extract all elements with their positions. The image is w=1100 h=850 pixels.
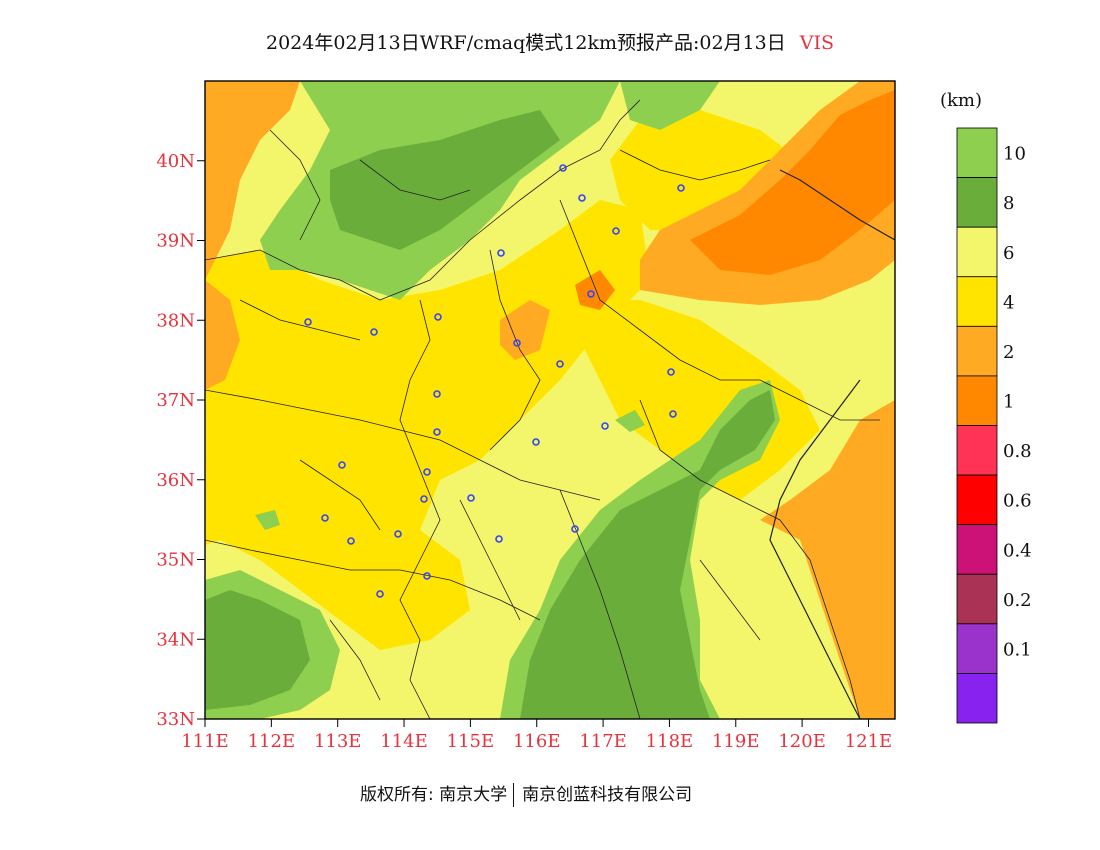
city-marker xyxy=(532,438,540,446)
lon-tick-label: 112E xyxy=(248,731,296,752)
city-marker xyxy=(321,514,329,522)
lon-tick-label: 116E xyxy=(513,731,561,752)
lon-tick-label: 113E xyxy=(314,731,362,752)
city-marker xyxy=(677,184,685,192)
map-panel xyxy=(205,81,895,719)
city-marker xyxy=(370,328,378,336)
city-marker xyxy=(434,313,442,321)
city-marker xyxy=(338,461,346,469)
lon-tick-label: 118E xyxy=(646,731,694,752)
colorbar-label: 10 xyxy=(1003,144,1026,165)
colorbar-swatch xyxy=(956,375,998,426)
field-orange-west xyxy=(205,81,300,280)
footer: 版权所有: 南京大学 南京创蓝科技有限公司 xyxy=(360,780,692,807)
footer-copyright: 版权所有: 南京大学 xyxy=(360,785,508,805)
lon-tick-label: 119E xyxy=(712,731,760,752)
map-title: 2024年02月13日WRF/cmaq模式12km预报产品:02月13日 VIS xyxy=(0,28,1100,55)
lat-tick-label: 33N xyxy=(156,709,195,730)
colorbar-swatch xyxy=(956,474,998,526)
city-marker xyxy=(467,494,475,502)
lat-tick-label: 36N xyxy=(156,470,195,491)
city-marker xyxy=(559,164,567,172)
field-green-spot2 xyxy=(615,410,645,432)
field-orange-spot xyxy=(575,270,615,310)
lon-tick-label: 117E xyxy=(579,731,627,752)
lon-tick-label: 114E xyxy=(380,731,428,752)
city-marker xyxy=(423,468,431,476)
title-variable: VIS xyxy=(799,32,834,54)
colorbar-label: 2 xyxy=(1003,342,1014,363)
city-marker xyxy=(376,590,384,598)
colorbar-swatch xyxy=(956,177,998,228)
city-marker xyxy=(513,339,521,347)
field-green-spot1 xyxy=(255,510,280,530)
city-marker xyxy=(394,530,402,538)
city-marker xyxy=(612,227,620,235)
colorbar-label: 0.4 xyxy=(1003,540,1032,561)
colorbar-label: 6 xyxy=(1003,243,1014,264)
colorbar-swatch xyxy=(956,425,998,476)
city-marker xyxy=(497,249,505,257)
colorbar-swatch xyxy=(956,325,998,377)
field-green-sw-dark xyxy=(205,590,310,710)
city-marker xyxy=(433,428,441,436)
footer-separator xyxy=(513,783,515,807)
lat-tick-label: 34N xyxy=(156,629,195,650)
field-orange-west2 xyxy=(205,280,240,390)
city-marker xyxy=(556,360,564,368)
lat-tick-label: 35N xyxy=(156,550,195,571)
boundaries xyxy=(205,99,880,719)
lat-tick-label: 40N xyxy=(156,151,195,172)
field-green-north-dark xyxy=(330,110,560,250)
city-marker xyxy=(304,318,312,326)
city-marker xyxy=(587,290,595,298)
lon-tick-label: 115E xyxy=(447,731,495,752)
coastline xyxy=(769,169,895,719)
city-marker xyxy=(669,410,677,418)
colorbar-swatch xyxy=(956,673,998,724)
colorbar-swatch xyxy=(956,276,998,327)
colorbar-label: 0.1 xyxy=(1003,639,1032,660)
city-marker xyxy=(433,390,441,398)
city-marker xyxy=(495,535,503,543)
city-marker xyxy=(601,422,609,430)
city-marker xyxy=(347,537,355,545)
colorbar: 10 8 6 4 2 1 0.8 0.6 0.4 0.2 0.1 xyxy=(956,127,1032,724)
city-marker xyxy=(667,368,675,376)
colorbar-label: 0.8 xyxy=(1003,441,1032,462)
city-marker xyxy=(423,572,431,580)
field-orange-se xyxy=(760,400,895,719)
lon-tick-label: 120E xyxy=(778,731,826,752)
colorbar-swatch xyxy=(956,127,998,178)
colorbar-swatch xyxy=(956,524,998,575)
lat-tick-label: 38N xyxy=(156,310,195,331)
colorbar-unit: (km) xyxy=(940,90,983,111)
field-orange-core xyxy=(690,90,895,275)
colorbar-label: 0.6 xyxy=(1003,491,1032,512)
colorbar-swatch xyxy=(956,226,998,278)
city-marker xyxy=(578,194,586,202)
title-main: 2024年02月13日WRF/cmaq模式12km预报产品:02月13日 xyxy=(266,32,786,54)
colorbar-label: 0.2 xyxy=(1003,590,1032,611)
colorbar-swatch xyxy=(956,623,998,674)
colorbar-label: 8 xyxy=(1003,193,1014,214)
lat-tick-label: 39N xyxy=(156,231,195,252)
colorbar-label: 4 xyxy=(1003,292,1014,313)
field-green-ne xyxy=(620,81,720,130)
field-green-south-dark xyxy=(520,390,775,719)
city-markers xyxy=(304,164,685,598)
footer-company: 南京创蓝科技有限公司 xyxy=(522,785,693,805)
lon-tick-label: 111E xyxy=(181,731,229,752)
colorbar-swatch xyxy=(956,573,998,625)
colorbar-label: 1 xyxy=(1003,392,1014,413)
field-orange-center xyxy=(500,300,550,360)
city-marker xyxy=(571,525,579,533)
lon-tick-label: 121E xyxy=(845,731,893,752)
city-marker xyxy=(420,495,428,503)
lat-tick-label: 37N xyxy=(156,390,195,411)
